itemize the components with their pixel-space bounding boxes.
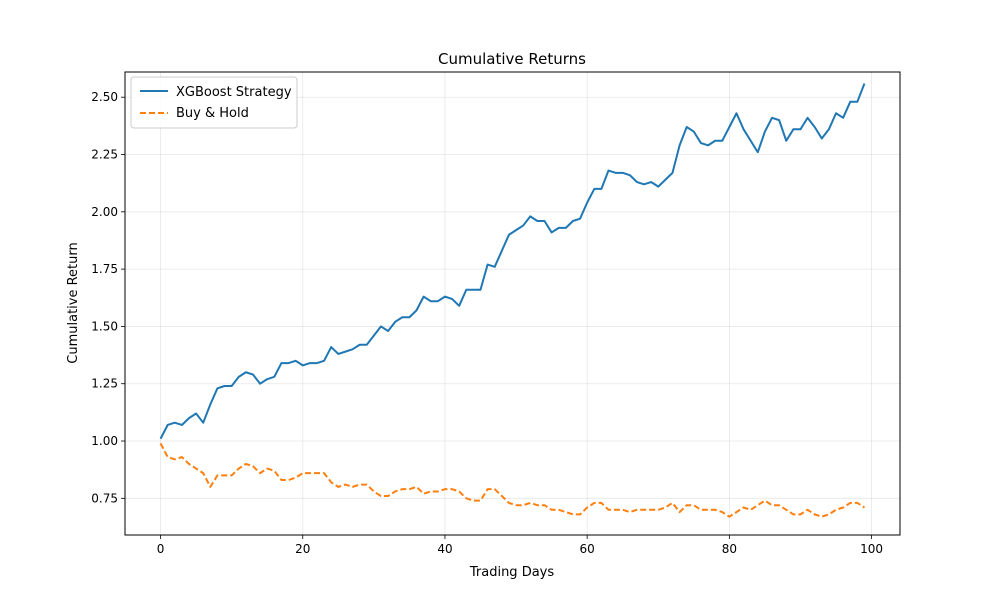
series-line-xgboost-strategy bbox=[159, 83, 866, 440]
y-tick-label: 1.75 bbox=[91, 262, 118, 276]
legend-label-buy-hold: Buy & Hold bbox=[176, 106, 249, 121]
y-tick-label: 2.50 bbox=[91, 90, 118, 104]
x-tick-label: 100 bbox=[860, 542, 883, 556]
y-tick-label: 1.50 bbox=[91, 319, 118, 333]
series-layer bbox=[159, 83, 866, 518]
y-axis: 0.75 1.00 1.25 1.50 1.75 2.00 2.25 2.50 bbox=[91, 90, 125, 505]
plot-frame bbox=[124, 71, 901, 536]
y-axis-label: Cumulative Return bbox=[66, 242, 81, 363]
x-tick-label: 80 bbox=[722, 542, 737, 556]
chart-title: Cumulative Returns bbox=[438, 50, 586, 68]
y-tick-label: 2.00 bbox=[91, 205, 118, 219]
y-tick-label: 1.25 bbox=[91, 377, 118, 391]
grid bbox=[125, 72, 900, 535]
legend-box bbox=[130, 76, 298, 129]
y-tick-label: 0.75 bbox=[91, 491, 118, 505]
y-tick-label: 1.00 bbox=[91, 434, 118, 448]
x-tick-label: 40 bbox=[437, 542, 452, 556]
x-axis-label: Trading Days bbox=[469, 565, 554, 580]
y-tick-label: 2.25 bbox=[91, 148, 118, 162]
x-tick-label: 20 bbox=[295, 542, 310, 556]
legend-label-xgboost: XGBoost Strategy bbox=[176, 85, 292, 100]
x-axis: 0 20 40 60 80 100 bbox=[157, 535, 883, 556]
x-tick-label: 60 bbox=[580, 542, 595, 556]
legend: XGBoost Strategy Buy & Hold bbox=[130, 76, 298, 129]
series-line-buy-and-hold bbox=[159, 442, 865, 518]
x-tick-label: 0 bbox=[157, 542, 165, 556]
